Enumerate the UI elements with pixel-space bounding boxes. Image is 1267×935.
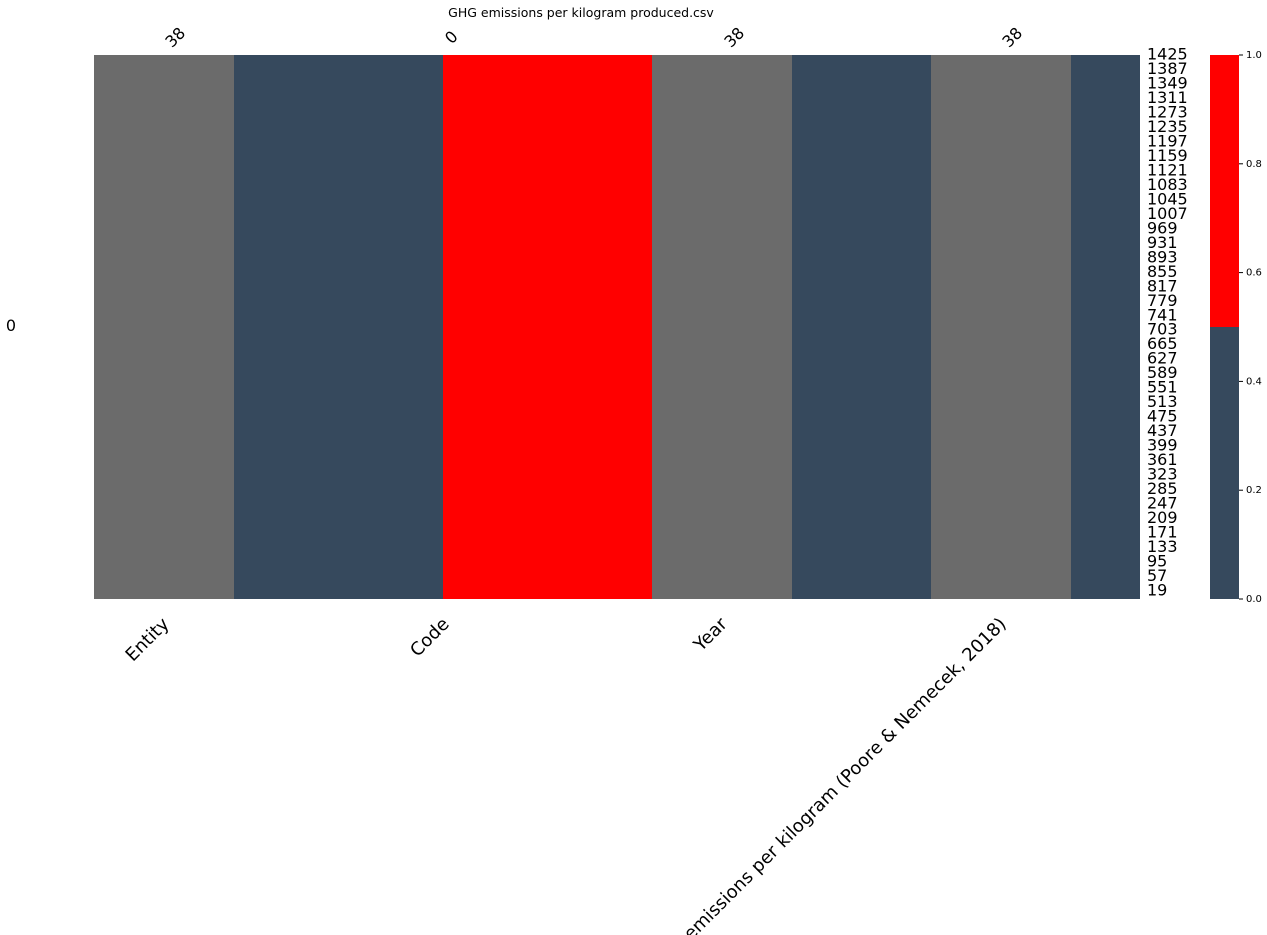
row-tick-label: 665 [1147, 334, 1178, 353]
row-tick-label: 247 [1147, 494, 1178, 513]
row-tick-label: 893 [1147, 247, 1178, 266]
top-count-labels: 38 0 38 38 [161, 23, 1026, 51]
top-count-label: 0 [441, 27, 462, 48]
colorbar-tick-label: 0.4 [1246, 376, 1262, 387]
colorbar [1210, 55, 1239, 599]
row-tick-label: 1121 [1147, 160, 1188, 179]
row-tick-label: 323 [1147, 465, 1178, 484]
row-tick-label: 361 [1147, 450, 1178, 469]
heatmap-band [792, 55, 931, 599]
row-tick-label: 551 [1147, 378, 1178, 397]
row-tick-label: 1007 [1147, 204, 1188, 223]
row-tick-label: 1235 [1147, 117, 1188, 136]
heatmap-band [931, 55, 1071, 599]
row-tick-label: 1349 [1147, 73, 1188, 92]
y-axis-label: 0 [6, 316, 16, 335]
row-tick-label: 741 [1147, 305, 1178, 324]
colorbar-tick-label: 1.0 [1246, 50, 1262, 61]
row-tick-label: 1197 [1147, 131, 1188, 150]
column-label: Year [689, 613, 732, 656]
row-tick-label: 171 [1147, 523, 1178, 542]
heatmap-bands [94, 55, 1140, 599]
column-label: Code [406, 614, 453, 661]
row-tick-label: 855 [1147, 262, 1178, 281]
row-tick-label: 627 [1147, 349, 1178, 368]
row-tick-labels: 1425138713491311127312351197115911211083… [1147, 45, 1188, 600]
colorbar-tick-label: 0.6 [1246, 268, 1262, 279]
column-label: Entity [122, 613, 174, 665]
row-tick-label: 1273 [1147, 102, 1188, 121]
row-tick-label: 95 [1147, 552, 1167, 571]
heatmap-band [234, 55, 443, 599]
row-tick-label: 1159 [1147, 146, 1188, 165]
row-tick-label: 1045 [1147, 189, 1188, 208]
top-count-label: 38 [998, 23, 1026, 51]
heatmap-band [94, 55, 234, 599]
row-tick-label: 817 [1147, 276, 1178, 295]
row-tick-label: 1083 [1147, 175, 1188, 194]
column-label: GHG emissions per kilogram (Poore & Neme… [647, 614, 1011, 935]
chart-title: GHG emissions per kilogram produced.csv [448, 5, 714, 20]
row-tick-label: 475 [1147, 407, 1178, 426]
heatmap-band [1071, 55, 1140, 599]
row-tick-label: 513 [1147, 392, 1178, 411]
colorbar-ticks: 1.0 0.8 0.6 0.4 0.2 0.0 [1239, 50, 1262, 605]
row-tick-label: 1311 [1147, 88, 1188, 107]
row-tick-label: 969 [1147, 218, 1178, 237]
row-tick-label: 779 [1147, 291, 1178, 310]
colorbar-low-segment [1210, 327, 1239, 599]
row-tick-label: 133 [1147, 537, 1178, 556]
colorbar-tick-label: 0.0 [1246, 594, 1262, 605]
colorbar-high-segment [1210, 55, 1239, 327]
colorbar-tick-label: 0.8 [1246, 159, 1262, 170]
row-tick-label: 209 [1147, 508, 1178, 527]
row-tick-label: 285 [1147, 479, 1178, 498]
top-count-label: 38 [161, 23, 189, 51]
top-count-label: 38 [720, 23, 748, 51]
heatmap-band [652, 55, 792, 599]
row-tick-label: 1425 [1147, 45, 1188, 64]
row-tick-label: 1387 [1147, 59, 1188, 78]
row-tick-label: 589 [1147, 363, 1178, 382]
row-tick-label: 931 [1147, 233, 1178, 252]
row-tick-label: 57 [1147, 566, 1167, 585]
row-tick-label: 399 [1147, 436, 1178, 455]
colorbar-tick-label: 0.2 [1246, 485, 1262, 496]
heatmap-band [443, 55, 652, 599]
row-tick-label: 703 [1147, 320, 1178, 339]
row-tick-label: 19 [1147, 581, 1167, 600]
row-tick-label: 437 [1147, 421, 1178, 440]
